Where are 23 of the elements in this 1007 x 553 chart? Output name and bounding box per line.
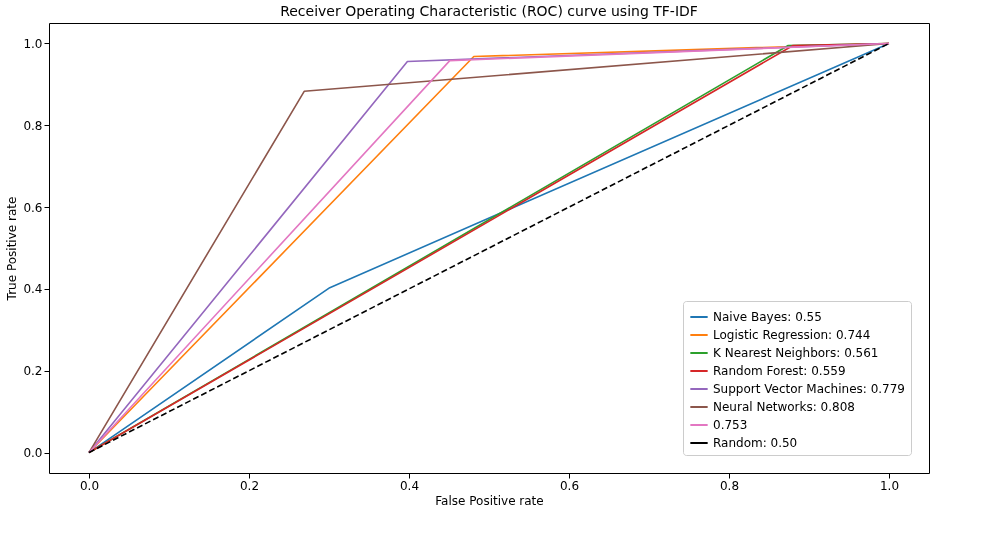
x-tick-label: 0.0 [79, 478, 100, 493]
y-tick-label: 0.4 [23, 282, 43, 297]
y-tick-label: 0.6 [23, 200, 43, 215]
y-tick-label: 0.2 [23, 364, 43, 379]
legend-label: Neural Networks: 0.808 [713, 400, 855, 414]
y-tick-label: 0.0 [23, 446, 43, 461]
x-axis-title: False Positive rate [435, 493, 544, 508]
x-tick-label: 0.6 [559, 478, 580, 493]
x-tick-label: 1.0 [879, 478, 900, 493]
legend-label: Random Forest: 0.559 [713, 364, 846, 378]
y-tick-label: 1.0 [23, 36, 43, 51]
legend-label: Logistic Regression: 0.744 [713, 328, 871, 342]
legend-label: Support Vector Machines: 0.779 [713, 382, 905, 396]
y-axis-title: True Positive rate [5, 196, 20, 302]
y-tick-label: 0.8 [23, 118, 43, 133]
legend-label: 0.753 [713, 418, 748, 432]
x-tick-label: 0.2 [239, 478, 260, 493]
x-tick-label: 0.4 [399, 478, 420, 493]
x-tick-label: 0.8 [719, 478, 740, 493]
chart-title: Receiver Operating Characteristic (ROC) curve using TF-IDF [280, 3, 698, 19]
legend-label: K Nearest Neighbors: 0.561 [713, 346, 879, 360]
legend-label: Naive Bayes: 0.55 [713, 310, 822, 324]
legend-label: Random: 0.50 [713, 436, 798, 450]
